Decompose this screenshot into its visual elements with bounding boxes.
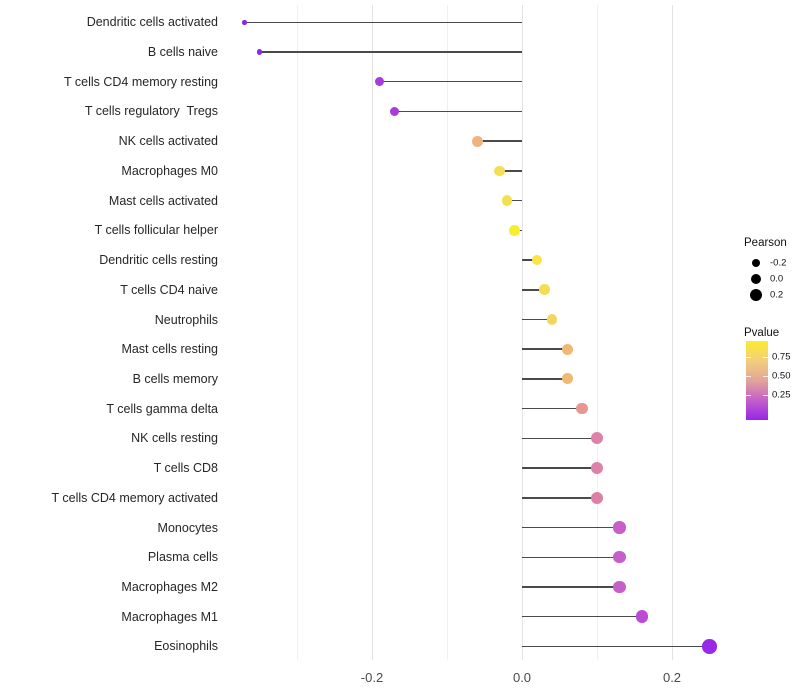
lollipop-dot (494, 165, 505, 177)
lollipop-dot (389, 106, 400, 117)
category-label: NK cells resting (131, 431, 218, 446)
lollipop-dot (242, 20, 247, 25)
x-axis-tick-label: 0.2 (662, 670, 682, 685)
category-label: T cells CD4 naive (120, 282, 218, 297)
pvalue-legend-label: 0.75 (772, 351, 791, 362)
pearson-legend-dot (751, 258, 761, 268)
lollipop-stem (507, 199, 522, 202)
category-label: B cells memory (132, 371, 218, 386)
category-label: Mast cells activated (108, 193, 218, 208)
lollipop-stem (522, 289, 545, 291)
category-label: Plasma cells (147, 550, 218, 565)
category-label: T cells regulatory Tregs (84, 104, 218, 119)
pvalue-legend-label: 0.50 (772, 370, 791, 381)
lollipop-dot (613, 580, 626, 594)
lollipop-stem (522, 318, 552, 321)
category-label: Macrophages M0 (121, 163, 218, 178)
lollipop-dot (509, 225, 520, 236)
lollipop-dot (531, 254, 543, 266)
lollipop-dot (591, 491, 603, 504)
lollipop-stem (244, 21, 522, 24)
category-label: Neutrophils (154, 312, 218, 327)
lollipop-dot (546, 314, 558, 325)
lollipop-dot (576, 402, 588, 415)
gridline-minor (447, 5, 448, 660)
lollipop-dot (591, 432, 603, 445)
pvalue-legend-title: Pvalue (744, 327, 780, 339)
pearson-legend-dot (749, 288, 763, 302)
lollipop-stem (522, 526, 620, 529)
lollipop-stem (522, 497, 597, 499)
category-label: T cells CD8 (153, 461, 218, 476)
colorbar-tick (763, 356, 768, 358)
pvalue-colorbar (746, 341, 768, 420)
pearson-legend-label: -0.2 (770, 257, 787, 269)
lollipop-stem (522, 348, 567, 350)
lollipop-stem (522, 378, 567, 380)
pearson-legend-title: Pearson (744, 237, 787, 249)
pvalue-legend-label: 0.25 (772, 389, 791, 400)
category-label: T cells CD4 memory activated (51, 490, 219, 505)
lollipop-stem (522, 407, 582, 410)
gridline-minor (297, 5, 298, 660)
lollipop-dot (561, 373, 573, 385)
lollipop-dot (256, 49, 263, 55)
category-label: NK cells activated (118, 134, 218, 149)
lollipop-dot (561, 343, 573, 355)
x-axis-tick-label: -0.2 (360, 670, 384, 685)
lollipop-dot (374, 76, 385, 87)
category-label: Dendritic cells resting (99, 253, 218, 268)
colorbar-tick (763, 375, 768, 377)
lollipop-stem (522, 437, 597, 440)
lollipop-dot (591, 462, 603, 475)
category-label: Macrophages M1 (121, 609, 218, 624)
lollipop-stem (394, 110, 522, 113)
category-label: Dendritic cells activated (86, 15, 218, 30)
category-label: T cells follicular helper (94, 223, 218, 238)
category-label: Mast cells resting (121, 342, 218, 357)
category-label: T cells gamma delta (106, 401, 218, 416)
lollipop-stem (499, 170, 522, 172)
pearson-legend-label: 0.0 (770, 273, 784, 285)
category-label: Macrophages M2 (121, 579, 218, 594)
x-axis-tick-label: 0.0 (512, 670, 532, 685)
colorbar-tick (746, 394, 751, 396)
gridline-minor (597, 5, 598, 660)
lollipop-stem (522, 556, 620, 558)
category-label: T cells CD4 memory resting (64, 74, 218, 89)
lollipop-stem (259, 51, 522, 53)
lollipop-dot (613, 521, 626, 534)
lollipop-dot (501, 195, 513, 206)
lollipop-stem (522, 645, 710, 648)
lollipop-dot (613, 551, 626, 564)
gridline-major (372, 5, 373, 660)
lollipop-dot (471, 135, 483, 147)
lollipop-dot (539, 284, 550, 296)
pearson-legend-label: 0.2 (770, 289, 784, 301)
pearson-legend-dot (750, 273, 762, 285)
category-label: B cells naive (147, 45, 218, 60)
lollipop-stem (379, 80, 522, 83)
lollipop-stem (522, 615, 642, 618)
colorbar-tick (746, 375, 751, 377)
lollipop-stem (477, 140, 522, 142)
category-label: Monocytes (157, 520, 218, 535)
colorbar-tick (746, 356, 751, 358)
lollipop-stem (522, 467, 597, 469)
category-label: Eosinophils (154, 639, 218, 654)
lollipop-dot (702, 639, 717, 654)
lollipop-stem (522, 586, 620, 588)
colorbar-tick (763, 394, 768, 396)
gridline-major (672, 5, 673, 660)
lollipop-dot (635, 610, 649, 624)
lollipop-stem (522, 259, 537, 261)
gridline-major (522, 5, 523, 660)
